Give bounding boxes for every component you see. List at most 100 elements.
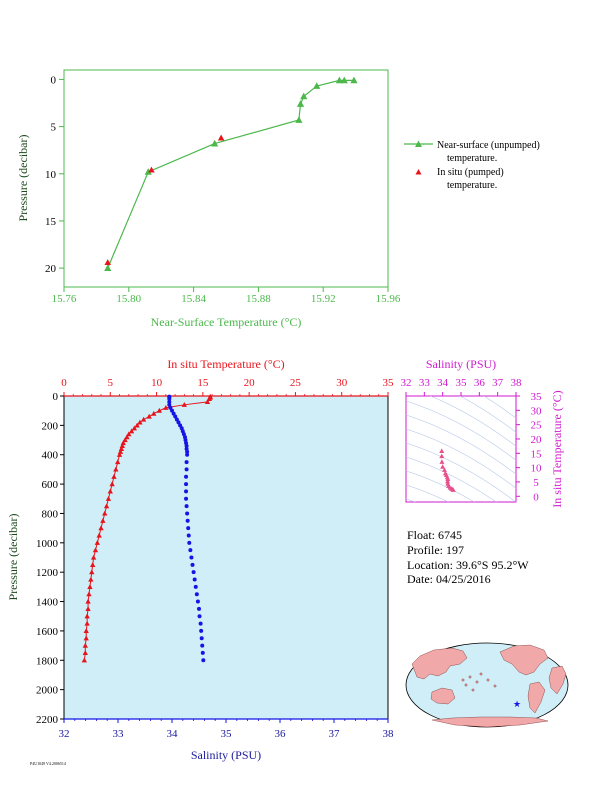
temperature-profile-point — [82, 650, 88, 656]
salinity-profile-point — [185, 449, 190, 454]
temperature-profile-point — [151, 410, 157, 416]
temperature-profile-point — [163, 404, 169, 410]
temperature-profile-point — [103, 503, 110, 509]
ts-plot-area — [405, 395, 517, 503]
top-y-tick-label: 20 — [45, 263, 57, 275]
land-asia — [411, 647, 468, 680]
pressure-axis-tick-label: 1200 — [36, 567, 59, 579]
salinity-axis-tick-label: 34 — [167, 728, 179, 740]
pressure-axis-tick-label: 1800 — [36, 655, 59, 667]
density-contour-line — [406, 456, 497, 502]
profile-chart-ticks: 0 5 10 15 20 25 30 35 32 33 34 35 36 37 38 0 200 400 600 80… — [36, 377, 394, 740]
top-x-tick-label: 15.88 — [246, 293, 271, 305]
footer-code: P4U1049 V4.2006514 — [30, 761, 66, 766]
salinity-profile-point — [193, 584, 198, 589]
salinity-profile-point — [184, 467, 189, 472]
temperature-profile-point — [116, 451, 123, 457]
density-contour-line — [406, 484, 449, 502]
pressure-axis-tick-label: 1600 — [36, 626, 59, 638]
salinity-profile-point — [167, 399, 172, 404]
ts-y-label: In situ Temperature (°C) — [550, 390, 564, 507]
temperature-profile-point — [119, 443, 125, 449]
ts-x-tick-label: 37 — [492, 377, 504, 389]
ts-x-label: Salinity (PSU) — [426, 357, 496, 371]
profile-number: Profile: 197 — [407, 543, 464, 557]
temp-axis-tick-label: 10 — [151, 377, 163, 389]
temperature-profile-point — [117, 448, 124, 454]
salinity-profile-point — [184, 504, 189, 509]
ts-x-tick-label: 36 — [474, 377, 486, 389]
temperature-profile-point — [81, 657, 88, 663]
ts-chart-series — [439, 448, 456, 492]
land-islands — [461, 672, 497, 692]
ts-point — [445, 478, 451, 484]
temperature-profile-point — [96, 532, 102, 538]
unpumped-temperature-point — [340, 76, 348, 84]
unpumped-temperature-point — [144, 168, 152, 175]
salinity-profile-point — [199, 628, 204, 633]
temperature-profile-point — [122, 437, 128, 443]
temperature-profile-point — [181, 402, 188, 407]
temperature-profile-point — [105, 495, 112, 501]
salinity-profile-point — [191, 570, 196, 575]
salinity-profile-point — [192, 577, 197, 582]
salinity-profile-point — [184, 474, 189, 479]
density-contour-line — [483, 396, 516, 419]
location: Location: 39.6°S 95.2°W — [407, 558, 529, 572]
salinity-axis-tick-label: 32 — [59, 728, 70, 740]
salinity-axis-tick-label: 36 — [275, 728, 287, 740]
salinity-profile-point — [201, 658, 206, 663]
density-contour-line — [406, 400, 516, 461]
salinity-axis-tick-label: 33 — [113, 728, 125, 740]
temperature-profile-point — [156, 407, 163, 413]
salinity-axis-tick-label: 38 — [383, 728, 395, 740]
temperature-profile-point — [85, 598, 91, 604]
legend-unpumped-label-2: temperature. — [447, 153, 497, 164]
temperature-profile-point — [111, 473, 117, 479]
top-x-tick-label: 15.84 — [181, 293, 206, 305]
temp-axis-tick-label: 30 — [336, 377, 348, 389]
ts-x-tick-label: 35 — [456, 377, 468, 389]
ts-point — [439, 459, 445, 464]
salinity-profile-point — [178, 423, 183, 428]
top-x-tick-label: 15.96 — [376, 293, 401, 305]
salinity-profile-point — [184, 489, 189, 494]
pressure-axis-tick-label: 0 — [53, 391, 59, 403]
temp-axis-tick-label: 35 — [383, 377, 395, 389]
top-y-tick-label: 5 — [51, 122, 57, 134]
ts-x-tick-label: 32 — [401, 377, 412, 389]
float-info: Float: 6745 Profile: 197 Location: 39.6°… — [407, 528, 529, 586]
temperature-profile-point — [113, 466, 119, 472]
ts-point — [445, 476, 451, 482]
salinity-profile-point — [199, 636, 204, 641]
temperature-profile-point — [85, 606, 91, 611]
salinity-profile-point — [198, 621, 203, 626]
temperature-profile-point — [107, 488, 113, 494]
pumped-temperature-point — [148, 166, 155, 173]
pumped-temperature-point — [104, 259, 111, 266]
date: Date: 04/25/2016 — [407, 572, 491, 586]
salinity-axis-tick-label: 35 — [221, 728, 233, 740]
pressure-axis-tick-label: 2200 — [36, 714, 59, 726]
unpumped-temperature-point — [335, 76, 344, 84]
land-australia — [430, 687, 456, 705]
top-y-tick-label: 15 — [45, 216, 57, 228]
salinity-profile-point — [186, 526, 191, 531]
unpumped-temperature-point — [295, 116, 303, 123]
temp-axis-tick-label: 20 — [244, 377, 256, 389]
temperature-profile-point — [84, 620, 90, 626]
salinity-profile-point — [170, 408, 174, 413]
ts-density-contours — [406, 396, 516, 502]
ts-chart-ticks: 32 33 34 35 36 37 38 0 5 10 15 20 25 30 35 — [401, 377, 543, 503]
temperature-profile-point — [124, 434, 130, 440]
ts-x-tick-label: 38 — [511, 377, 523, 389]
top-chart-ticks: 15.76 15.80 15.84 15.88 15.92 15.96 0 5 10 15 20 — [45, 74, 401, 305]
map-land — [411, 644, 567, 728]
profile-y-label: Pressure (decibar) — [6, 514, 20, 601]
density-contour-line — [429, 396, 516, 447]
top-legend: Near-surface (unpumped) temperature. In … — [404, 140, 540, 191]
temperature-profile-point — [83, 635, 89, 641]
ts-y-tick-label: 5 — [533, 477, 539, 489]
salinity-profile-point — [190, 562, 195, 567]
